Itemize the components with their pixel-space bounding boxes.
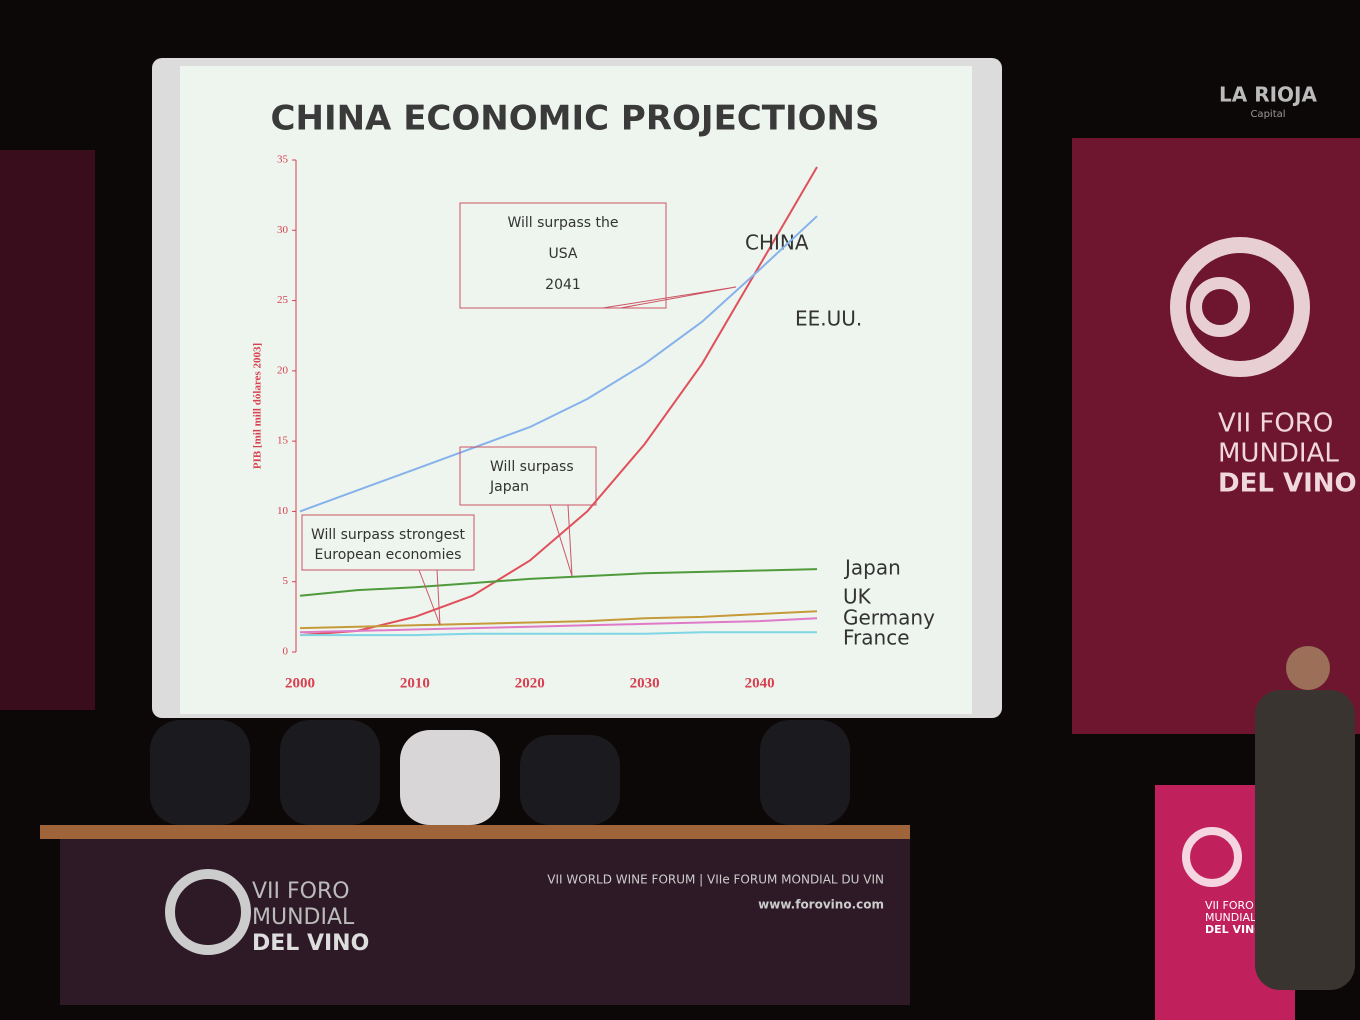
series-label: Germany xyxy=(843,606,935,630)
series-label: EE.UU. xyxy=(795,307,862,331)
plot: 0 5 10 15 20 25 30 35 2000 2010 2020 2030 2040 CHINA E… xyxy=(277,154,935,692)
y-tick-label: 25 xyxy=(277,294,289,306)
x-tick-label: 2000 xyxy=(285,675,315,691)
forum-name: MUNDIAL xyxy=(1205,911,1257,924)
x-tick-label: 2010 xyxy=(400,675,430,691)
x-tick-label: 2040 xyxy=(745,675,775,691)
y-tick-label: 10 xyxy=(277,505,289,517)
x-tick-label: 2020 xyxy=(515,675,545,691)
annotation-box xyxy=(459,446,597,506)
series-label: Japan xyxy=(843,556,901,580)
panelist xyxy=(760,720,850,825)
series-line xyxy=(300,631,817,637)
y-tick-label: 20 xyxy=(277,364,289,376)
annotation-pointer xyxy=(418,569,441,626)
series-line xyxy=(299,617,818,634)
table-top xyxy=(40,825,910,839)
panelist xyxy=(280,720,380,825)
speaker xyxy=(1255,690,1355,990)
forum-name: DEL VINO xyxy=(1218,469,1357,499)
annotation-text: Will surpass xyxy=(490,459,574,475)
forum-name: MUNDIAL xyxy=(1218,439,1339,469)
sponsor: LA RIOJA xyxy=(1219,83,1317,107)
panelist xyxy=(400,730,500,825)
panelist xyxy=(150,720,250,825)
series-line xyxy=(299,215,818,513)
series-line xyxy=(299,610,818,630)
forum-logo xyxy=(165,869,251,955)
panelist xyxy=(520,735,620,825)
y-tick-label: 15 xyxy=(277,435,289,447)
annotation-text: Will surpass the xyxy=(507,215,618,231)
series-label: France xyxy=(843,626,910,650)
annotation-text: USA xyxy=(549,246,578,262)
annotation-pointer xyxy=(602,286,737,309)
speaker-head xyxy=(1286,646,1330,690)
forum-subtitle: VII WORLD WINE FORUM | VIIe FORUM MONDIA… xyxy=(547,873,884,887)
annotation-text: Will surpass strongest xyxy=(311,527,466,543)
forum-name: VII FORO xyxy=(1218,409,1333,439)
forum-name: DEL VINO xyxy=(252,931,369,956)
slide xyxy=(180,66,972,714)
forum-logo xyxy=(1170,237,1310,377)
annotation-box xyxy=(459,202,667,309)
series-line xyxy=(299,166,818,637)
series-line xyxy=(299,568,818,597)
x-tick-label: 2030 xyxy=(630,675,660,691)
forum-name: MUNDIAL xyxy=(252,905,355,930)
sponsor-sub: Capital xyxy=(1250,109,1285,120)
series-label: CHINA xyxy=(745,231,809,255)
forum-name: VII FORO xyxy=(252,879,350,904)
annotation-text: European economies xyxy=(315,547,462,563)
forum-name: DEL VINO xyxy=(1205,923,1264,936)
y-tick-label: 0 xyxy=(283,646,289,658)
website: www.forovino.com xyxy=(758,898,884,912)
y-tick-label: 30 xyxy=(277,224,289,236)
chart-title: CHINA ECONOMIC PROJECTIONS xyxy=(271,99,880,139)
annotation-text: Japan xyxy=(489,479,529,495)
annotation-pointer xyxy=(549,504,573,577)
table-banner xyxy=(60,835,910,1005)
forum-name: VII FORO xyxy=(1205,899,1254,912)
series-label: UK xyxy=(843,585,872,609)
left-banner xyxy=(0,150,95,710)
forum-logo xyxy=(1190,277,1250,337)
y-tick-label: 35 xyxy=(277,154,289,166)
forum-logo xyxy=(1182,827,1242,887)
annotation-text: 2041 xyxy=(545,277,581,293)
y-tick-label: 5 xyxy=(283,575,289,587)
y-axis-label: PIB [mil mill dólares 2003] xyxy=(252,343,264,469)
annotation-box xyxy=(301,514,475,571)
right-banner xyxy=(1072,138,1360,734)
